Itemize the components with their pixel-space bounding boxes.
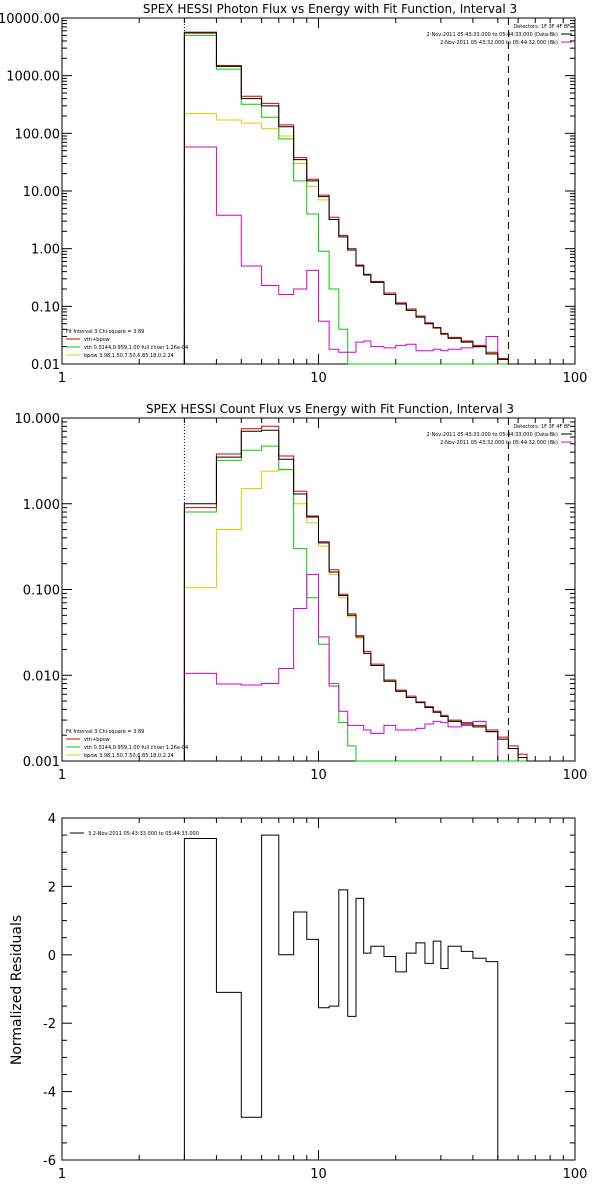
photon-legend-bpow-label: bpow 3.98,1.50,7.50,6.85,18.0,2.24 (84, 353, 174, 359)
y-tick-label: 100.00 (15, 127, 61, 142)
y-tick-label: 1.00 (31, 243, 60, 258)
x-tick-label: 10 (310, 371, 327, 386)
count-legend-bpow-label: bpow 3.98,1.50,7.50,6.85,18.0,2.24 (84, 753, 174, 759)
count-fit-legend: Fit Interval 3 Chi-square = 3.89 vth+bpo… (66, 729, 188, 759)
series-total-step-line (183, 425, 543, 762)
x-tick-label: 1 (58, 768, 66, 783)
residuals-y-axis-label: Normalized Residuals (9, 915, 25, 1065)
photon-fit-legend: Fit Interval 3 Chi-square = 3.89 vth+bpo… (66, 329, 188, 359)
x-tick-label: 100 (563, 768, 588, 783)
y-tick-label: -2 (43, 1017, 56, 1032)
series-total-step-line (183, 31, 543, 365)
y-tick-label: 1.000 (23, 498, 60, 513)
residuals-panel: 1 10 100 -6 -4 -2 0 2 4 Normalized Residuals 3 2… (9, 812, 587, 1182)
series-bpow-step-line (183, 113, 543, 365)
y-tick-label: 0.001 (23, 755, 60, 770)
y-tick-label: 0 (48, 949, 56, 964)
count-legend-vth-label: vth 0.0144,0.959,1.00 full chian 1.26e-0… (84, 745, 188, 751)
y-tick-label: 0.10 (31, 300, 60, 315)
y-tick-label: 2 (48, 880, 56, 895)
count-legend-total-label: vth+bpow (84, 737, 110, 743)
series-background-step-line (183, 146, 499, 364)
x-tick-label: 10 (310, 768, 327, 783)
y-tick-label: 10.000 (15, 412, 61, 427)
photon-fit-text: Fit Interval 3 Chi-square = 3.89 (66, 329, 144, 335)
count-detectors-label: Detectors: 1F 3F 4F 8F (513, 424, 570, 430)
count-flux-panel: SPEX HESSI Count Flux vs Energy with Fit… (15, 402, 588, 783)
x-tick-label: 100 (563, 371, 588, 386)
count-fit-text: Fit Interval 3 Chi-square = 3.89 (66, 729, 144, 735)
photon-flux-panel: SPEX HESSI Photon Flux vs Energy with Fi… (0, 2, 587, 386)
photon-legend-total-label: vth+bpow (84, 337, 110, 343)
photon-header-data-label: 2-Nov-2011 05:43:33.000 to 05:44:33.000 … (427, 32, 559, 38)
y-tick-label: -4 (43, 1086, 56, 1101)
x-tick-label: 1 (58, 371, 66, 386)
series-data-step-line (183, 32, 543, 365)
x-tick-label: 100 (563, 1167, 588, 1182)
y-tick-label: -6 (43, 1154, 56, 1169)
count-chart-title: SPEX HESSI Count Flux vs Energy with Fit… (146, 402, 514, 416)
photon-detectors-label: Detectors: 1F 3F 4F 8F (513, 24, 570, 30)
y-tick-label: 0.100 (23, 584, 60, 599)
series-data-step-line (183, 429, 543, 762)
count-header-bk-label: 2-Nov-2011 05:43:32.000 to 05:44:32.000 … (440, 440, 558, 446)
photon-legend-vth-label: vth 0.0144,0.959,1.00 full chian 1.26e-0… (84, 345, 188, 351)
count-header-data-label: 2-Nov-2011 05:43:33.000 to 05:44:33.000 … (427, 432, 559, 438)
photon-header-legend: Detectors: 1F 3F 4F 8F 2-Nov-2011 05:43:… (427, 24, 572, 46)
y-tick-label: 4 (48, 812, 56, 827)
series-data-step-line (183, 834, 499, 1160)
y-tick-label: 10.00 (23, 185, 60, 200)
photon-chart-title: SPEX HESSI Photon Flux vs Energy with Fi… (143, 2, 517, 16)
photon-header-bk-label: 2-Nov-2011 05:43:32.000 to 05:44:32.000 … (440, 40, 558, 46)
y-tick-label: 0.01 (31, 358, 60, 373)
series-bpow-step-line (183, 469, 543, 762)
series-background-step-line (183, 573, 499, 761)
series-vth-step-line (183, 34, 543, 365)
series-vth-step-line (183, 445, 543, 762)
x-tick-label: 1 (58, 1167, 66, 1182)
y-tick-label: 0.010 (23, 669, 60, 684)
x-tick-label: 10 (310, 1167, 327, 1182)
count-header-legend: Detectors: 1F 3F 4F 8F 2-Nov-2011 05:43:… (427, 424, 572, 446)
y-tick-label: 1000.00 (6, 70, 60, 85)
y-tick-label: 10000.00 (0, 12, 60, 27)
residuals-legend-label: 3 2-Nov-2011 05:43:33.000 to 05:44:33.00… (88, 831, 199, 837)
